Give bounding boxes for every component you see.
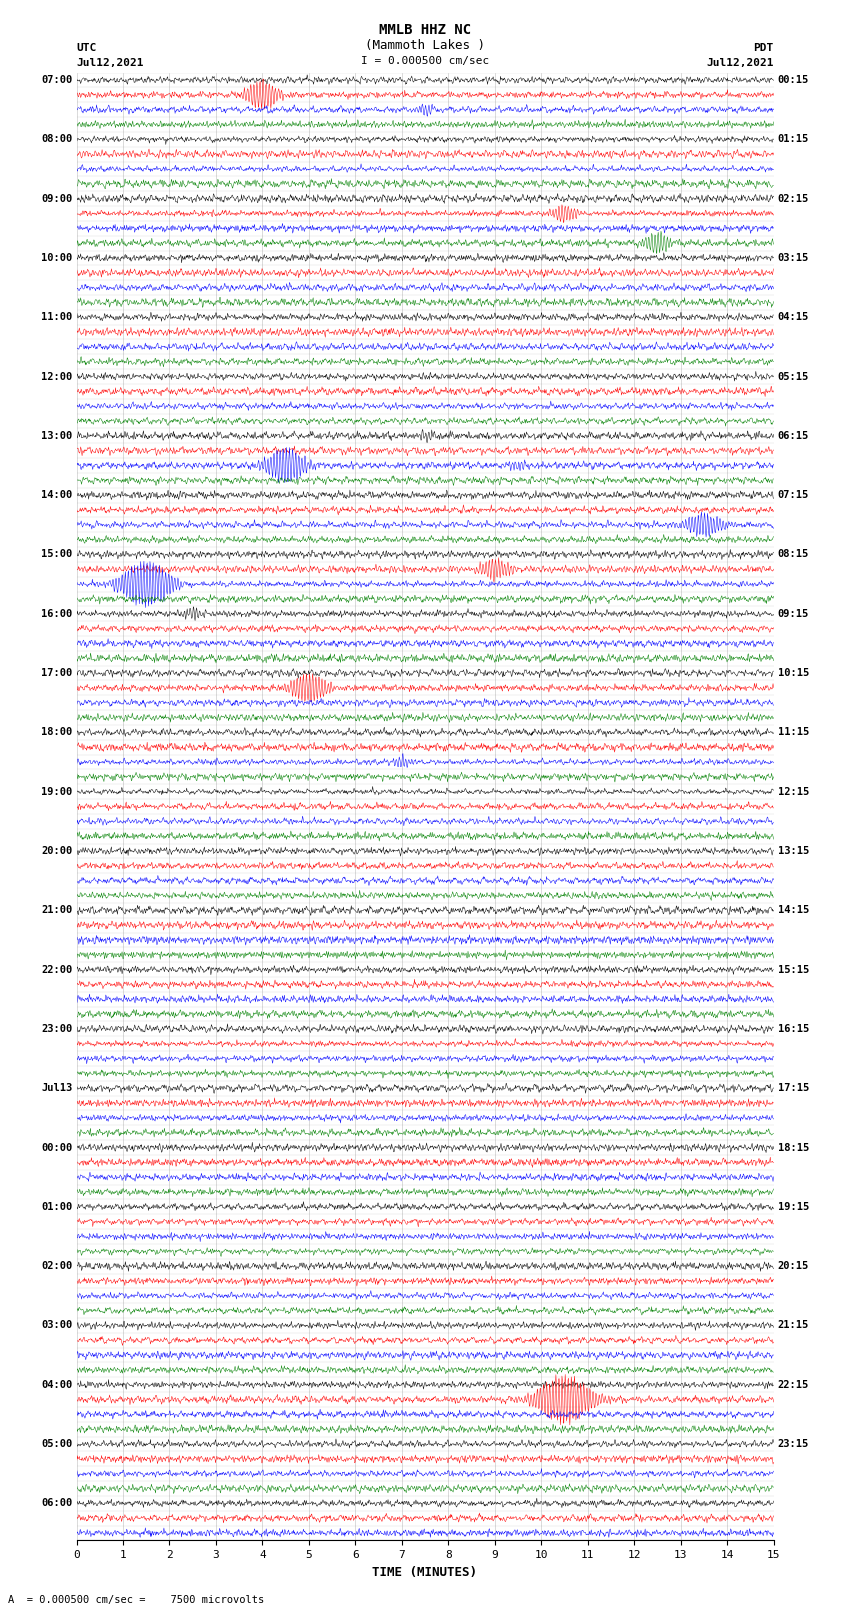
Text: 01:00: 01:00 — [41, 1202, 72, 1211]
Text: 18:00: 18:00 — [41, 727, 72, 737]
Text: 21:00: 21:00 — [41, 905, 72, 915]
Text: UTC: UTC — [76, 44, 97, 53]
Text: 09:00: 09:00 — [41, 194, 72, 203]
Text: 16:15: 16:15 — [778, 1024, 809, 1034]
Text: 08:15: 08:15 — [778, 550, 809, 560]
Text: 13:00: 13:00 — [41, 431, 72, 440]
Text: 19:15: 19:15 — [778, 1202, 809, 1211]
Text: 03:00: 03:00 — [41, 1321, 72, 1331]
Text: 12:15: 12:15 — [778, 787, 809, 797]
Text: 07:15: 07:15 — [778, 490, 809, 500]
Text: 19:00: 19:00 — [41, 787, 72, 797]
Text: 10:15: 10:15 — [778, 668, 809, 677]
Text: 14:15: 14:15 — [778, 905, 809, 915]
Text: 06:15: 06:15 — [778, 431, 809, 440]
Text: (Mammoth Lakes ): (Mammoth Lakes ) — [365, 39, 485, 52]
Text: 00:00: 00:00 — [41, 1142, 72, 1153]
Text: 20:00: 20:00 — [41, 845, 72, 857]
Text: 01:15: 01:15 — [778, 134, 809, 144]
Text: 17:15: 17:15 — [778, 1084, 809, 1094]
Text: Jul12,2021: Jul12,2021 — [76, 58, 144, 68]
Text: 14:00: 14:00 — [41, 490, 72, 500]
Text: 17:00: 17:00 — [41, 668, 72, 677]
Text: 18:15: 18:15 — [778, 1142, 809, 1153]
Text: 12:00: 12:00 — [41, 371, 72, 382]
Text: I = 0.000500 cm/sec: I = 0.000500 cm/sec — [361, 56, 489, 66]
Text: 22:00: 22:00 — [41, 965, 72, 974]
Text: PDT: PDT — [753, 44, 774, 53]
Text: 02:15: 02:15 — [778, 194, 809, 203]
Text: 22:15: 22:15 — [778, 1379, 809, 1390]
Text: 02:00: 02:00 — [41, 1261, 72, 1271]
Text: 20:15: 20:15 — [778, 1261, 809, 1271]
Text: 10:00: 10:00 — [41, 253, 72, 263]
Text: 04:15: 04:15 — [778, 313, 809, 323]
Text: 11:00: 11:00 — [41, 313, 72, 323]
Text: 15:15: 15:15 — [778, 965, 809, 974]
Text: A  = 0.000500 cm/sec =    7500 microvolts: A = 0.000500 cm/sec = 7500 microvolts — [8, 1595, 264, 1605]
Text: 05:15: 05:15 — [778, 371, 809, 382]
Text: 04:00: 04:00 — [41, 1379, 72, 1390]
Text: 00:15: 00:15 — [778, 74, 809, 85]
Text: 11:15: 11:15 — [778, 727, 809, 737]
X-axis label: TIME (MINUTES): TIME (MINUTES) — [372, 1566, 478, 1579]
Text: 16:00: 16:00 — [41, 608, 72, 619]
Text: 03:15: 03:15 — [778, 253, 809, 263]
Text: 23:00: 23:00 — [41, 1024, 72, 1034]
Text: 23:15: 23:15 — [778, 1439, 809, 1448]
Text: 13:15: 13:15 — [778, 845, 809, 857]
Text: 08:00: 08:00 — [41, 134, 72, 144]
Text: Jul13: Jul13 — [41, 1084, 72, 1094]
Text: 15:00: 15:00 — [41, 550, 72, 560]
Text: MMLB HHZ NC: MMLB HHZ NC — [379, 23, 471, 37]
Text: 05:00: 05:00 — [41, 1439, 72, 1448]
Text: Jul12,2021: Jul12,2021 — [706, 58, 774, 68]
Text: 09:15: 09:15 — [778, 608, 809, 619]
Text: 21:15: 21:15 — [778, 1321, 809, 1331]
Text: 06:00: 06:00 — [41, 1498, 72, 1508]
Text: 07:00: 07:00 — [41, 74, 72, 85]
